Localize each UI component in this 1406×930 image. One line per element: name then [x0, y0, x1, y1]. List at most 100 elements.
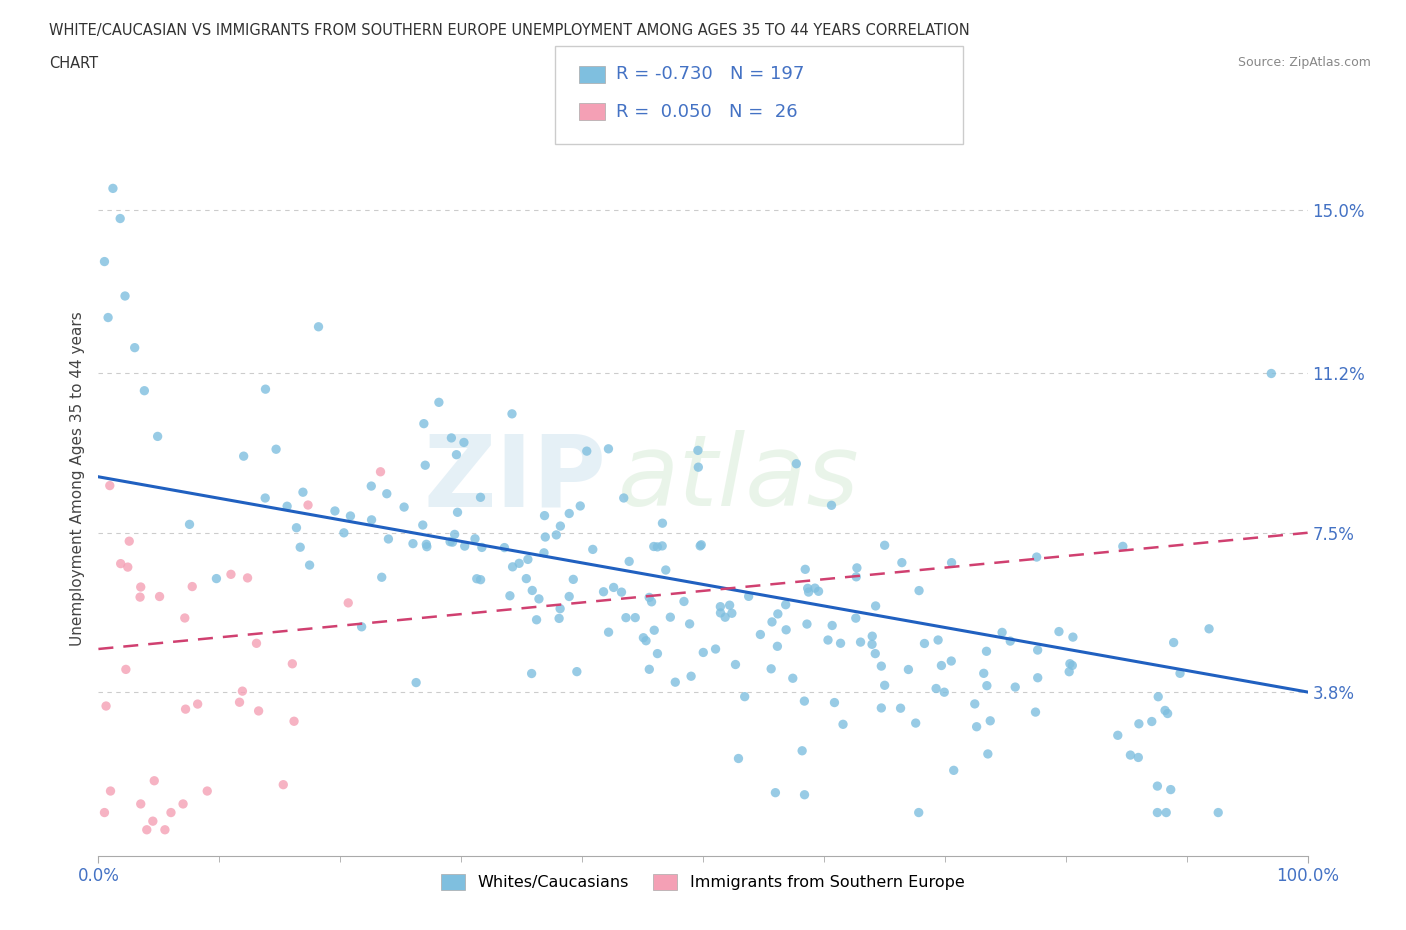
Point: [1004, 680, 1026, 695]
Point: [914, 636, 936, 651]
Point: [135, 822, 157, 837]
Point: [228, 695, 250, 710]
Point: [1026, 671, 1049, 685]
Point: [1168, 666, 1191, 681]
Point: [976, 644, 998, 658]
Point: [624, 610, 647, 625]
Point: [1024, 705, 1046, 720]
Point: [558, 506, 581, 521]
Point: [1062, 630, 1084, 644]
Point: [941, 555, 963, 570]
Text: R =  0.050   N =  26: R = 0.050 N = 26: [616, 102, 797, 121]
Point: [377, 532, 399, 547]
Point: [1146, 805, 1168, 820]
Point: [371, 570, 394, 585]
Point: [582, 542, 605, 557]
Point: [796, 617, 818, 631]
Point: [820, 498, 842, 512]
Point: [598, 442, 620, 457]
Point: [775, 597, 797, 612]
Point: [350, 619, 373, 634]
Point: [515, 571, 537, 586]
Point: [232, 448, 254, 463]
Point: [865, 646, 887, 661]
Point: [100, 784, 122, 799]
Y-axis label: Unemployment Among Ages 35 to 44 years: Unemployment Among Ages 35 to 44 years: [69, 312, 84, 646]
Point: [870, 700, 893, 715]
Point: [633, 631, 655, 645]
Text: Source: ZipAtlas.com: Source: ZipAtlas.com: [1237, 56, 1371, 69]
Point: [173, 610, 195, 625]
Point: [405, 675, 427, 690]
Point: [1260, 366, 1282, 381]
Point: [533, 545, 555, 560]
Point: [416, 539, 439, 554]
Point: [638, 590, 661, 604]
Point: [181, 579, 204, 594]
Point: [966, 719, 988, 734]
Point: [931, 658, 953, 673]
Point: [297, 498, 319, 512]
Point: [1026, 643, 1049, 658]
Point: [254, 381, 277, 396]
Point: [845, 611, 868, 626]
Point: [118, 534, 141, 549]
Point: [247, 703, 270, 718]
Point: [640, 594, 662, 609]
Point: [602, 580, 624, 595]
Point: [134, 383, 156, 398]
Point: [832, 717, 855, 732]
Point: [93, 805, 115, 820]
Point: [659, 610, 682, 625]
Point: [446, 447, 468, 462]
Point: [558, 589, 581, 604]
Point: [614, 610, 637, 625]
Point: [655, 563, 678, 578]
Point: [977, 747, 1000, 762]
Point: [501, 406, 523, 421]
Point: [1062, 658, 1084, 672]
Point: [942, 763, 965, 777]
Point: [471, 540, 494, 555]
Point: [737, 589, 759, 604]
Point: [763, 785, 786, 800]
Point: [849, 634, 872, 649]
Point: [413, 458, 436, 472]
Point: [714, 610, 737, 625]
Point: [1156, 706, 1178, 721]
Point: [775, 622, 797, 637]
Point: [415, 537, 437, 551]
Legend: Whites/Caucasians, Immigrants from Southern Europe: Whites/Caucasians, Immigrants from South…: [434, 867, 972, 897]
Point: [610, 585, 633, 600]
Point: [963, 697, 986, 711]
Point: [546, 527, 568, 542]
Point: [534, 529, 557, 544]
Point: [187, 697, 209, 711]
Point: [689, 538, 711, 553]
Point: [908, 583, 931, 598]
Point: [174, 702, 197, 717]
Point: [333, 525, 356, 540]
Point: [979, 713, 1001, 728]
Point: [172, 796, 194, 811]
Point: [115, 662, 138, 677]
Point: [276, 498, 298, 513]
Point: [973, 666, 995, 681]
Point: [1154, 805, 1177, 820]
Point: [797, 585, 820, 600]
Point: [146, 429, 169, 444]
Point: [1160, 782, 1182, 797]
Point: [709, 605, 731, 620]
Point: [143, 774, 166, 789]
Point: [522, 583, 544, 598]
Point: [440, 431, 463, 445]
Point: [634, 633, 657, 648]
Point: [824, 695, 846, 710]
Point: [724, 658, 747, 672]
Point: [766, 639, 789, 654]
Point: [1107, 728, 1129, 743]
Point: [565, 664, 588, 679]
Point: [688, 459, 710, 474]
Point: [114, 288, 136, 303]
Point: [94, 698, 117, 713]
